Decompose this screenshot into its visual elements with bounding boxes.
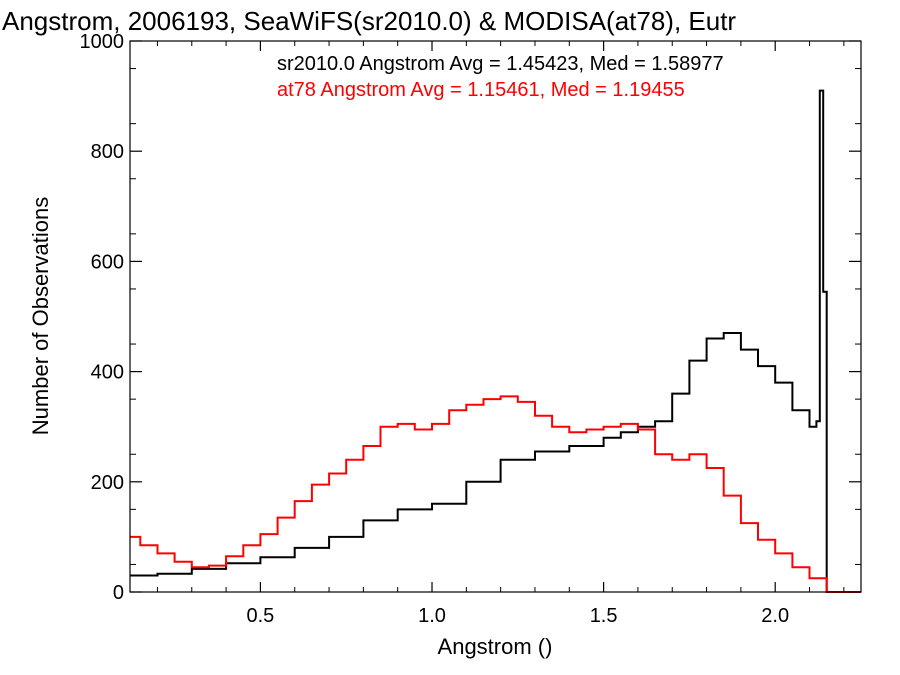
y-tick-label: 600 xyxy=(91,251,124,273)
plot-frame xyxy=(129,40,862,593)
x-axis-label: Angstrom () xyxy=(438,634,553,659)
y-tick-label: 0 xyxy=(113,582,124,604)
y-tick-label: 800 xyxy=(91,141,124,163)
series-line-1 xyxy=(130,395,861,593)
x-tick-label: 0.5 xyxy=(247,605,275,627)
series-group xyxy=(130,89,861,593)
x-axis: 0.5 1.0 1.5 2.0 xyxy=(156,41,845,627)
chart-title: Angstrom, 2006193, SeaWiFS(sr2010.0) & M… xyxy=(2,6,736,36)
x-tick-label: 1.0 xyxy=(418,605,446,627)
x-tick-label: 2.0 xyxy=(761,605,789,627)
y-tick-label: 400 xyxy=(91,362,124,384)
y-axis: 0 200 400 600 800 1000 xyxy=(80,31,861,604)
x-tick-label: 1.5 xyxy=(590,605,618,627)
y-tick-label: 200 xyxy=(91,472,124,494)
legend-entry-sr2010: sr2010.0 Angstrom Avg = 1.45423, Med = 1… xyxy=(277,53,724,75)
series-line-0 xyxy=(130,89,861,593)
y-axis-label: Number of Observations xyxy=(28,197,53,435)
y-tick-label: 1000 xyxy=(80,31,125,53)
legend-entry-at78: at78 Angstrom Avg = 1.15461, Med = 1.194… xyxy=(277,79,685,101)
